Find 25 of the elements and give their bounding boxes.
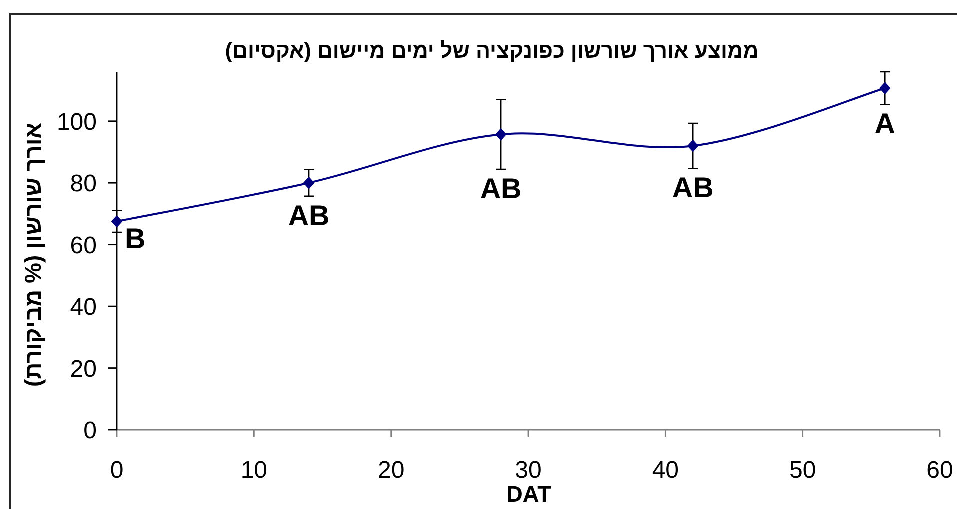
x-tick-label: 50: [789, 457, 816, 484]
point: [880, 82, 891, 94]
chart-title: ממוצע אורך שורשון כפונקציה של ימים מיישום (אקסיום): [225, 39, 759, 63]
x-tick-label: 40: [652, 457, 680, 484]
y-tick-label: 0: [84, 418, 97, 444]
y-tick-label: 20: [70, 356, 97, 383]
y-tick-label: 60: [70, 232, 97, 260]
annotation: AB: [672, 172, 714, 205]
y-tick-label: 40: [70, 294, 97, 322]
annotation: AB: [480, 174, 522, 206]
annotation: AB: [288, 200, 330, 232]
x-tick-label: 0: [110, 457, 124, 484]
y-tick-label: 100: [56, 108, 97, 136]
y-tick-label: 80: [70, 170, 97, 198]
x-tick-label: 30: [515, 457, 542, 484]
x-tick-label: 20: [378, 457, 405, 484]
x-axis-title: DAT: [506, 481, 552, 507]
point: [496, 128, 507, 141]
point: [304, 177, 315, 190]
annotation: B: [125, 224, 146, 256]
annotation: A: [874, 108, 896, 141]
point: [688, 140, 699, 152]
x-tick-label: 10: [240, 457, 268, 484]
x-tick-label: 60: [926, 457, 954, 484]
y-axis-title: אורך שורשון (% מביקורת): [20, 122, 46, 387]
